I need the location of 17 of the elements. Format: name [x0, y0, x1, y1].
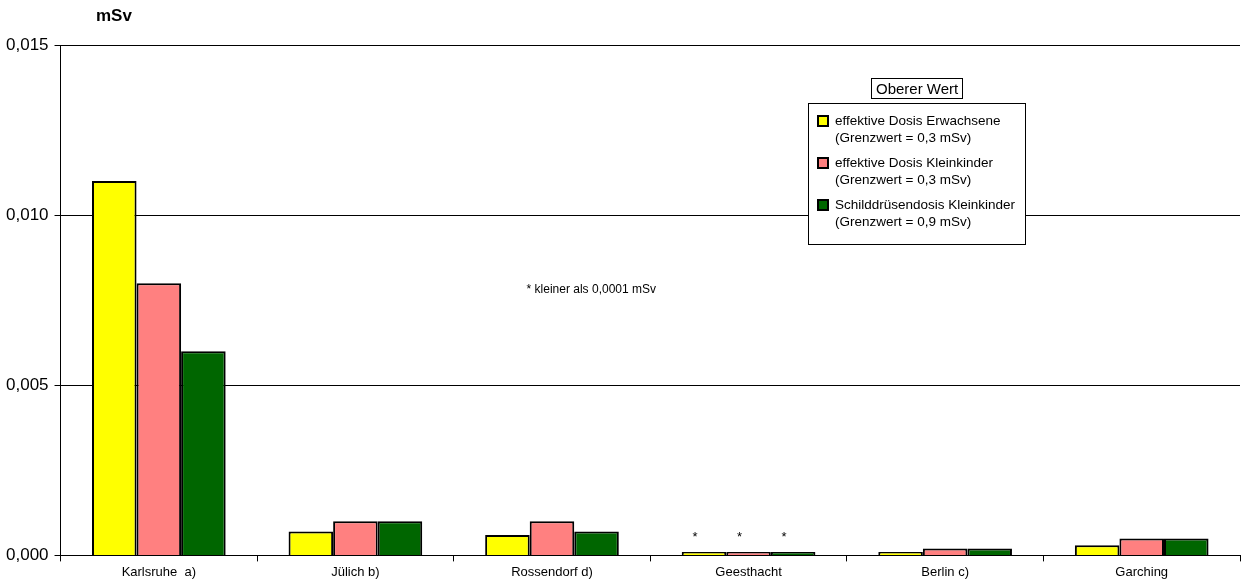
x-tick-label: Rossendorf d) [511, 563, 593, 579]
x-tick-label: Garching [1115, 563, 1169, 579]
y-tick-label: 0,005 [5, 374, 49, 394]
y-tick-label: 0,000 [5, 545, 49, 565]
annotation: * kleiner als 0,0001 mSv [526, 282, 656, 297]
y-tick-label: 0,015 [5, 34, 49, 54]
annotation: * * * [692, 529, 805, 545]
legend-title: Oberer Wert [871, 78, 964, 99]
legend-label: effektive Dosis Kleinkinder (Grenzwert = 0,3 mSv) [835, 154, 994, 188]
x-tick-label: Geesthacht [715, 563, 783, 579]
y-tick-label: 0,010 [5, 204, 49, 224]
legend-label: Schilddrüsendosis Kleinkinder (Grenzwert = 0,9 mSv) [835, 196, 1016, 230]
x-tick-label: Karlsruhe a) [121, 563, 197, 579]
y-axis-title: mSv [96, 6, 132, 26]
x-tick-label: Berlin c) [921, 563, 969, 579]
legend-label: effektive Dosis Erwachsene (Grenzwert = 0,3 mSv) [835, 112, 1001, 146]
x-tick-label: Jülich b) [331, 563, 380, 579]
